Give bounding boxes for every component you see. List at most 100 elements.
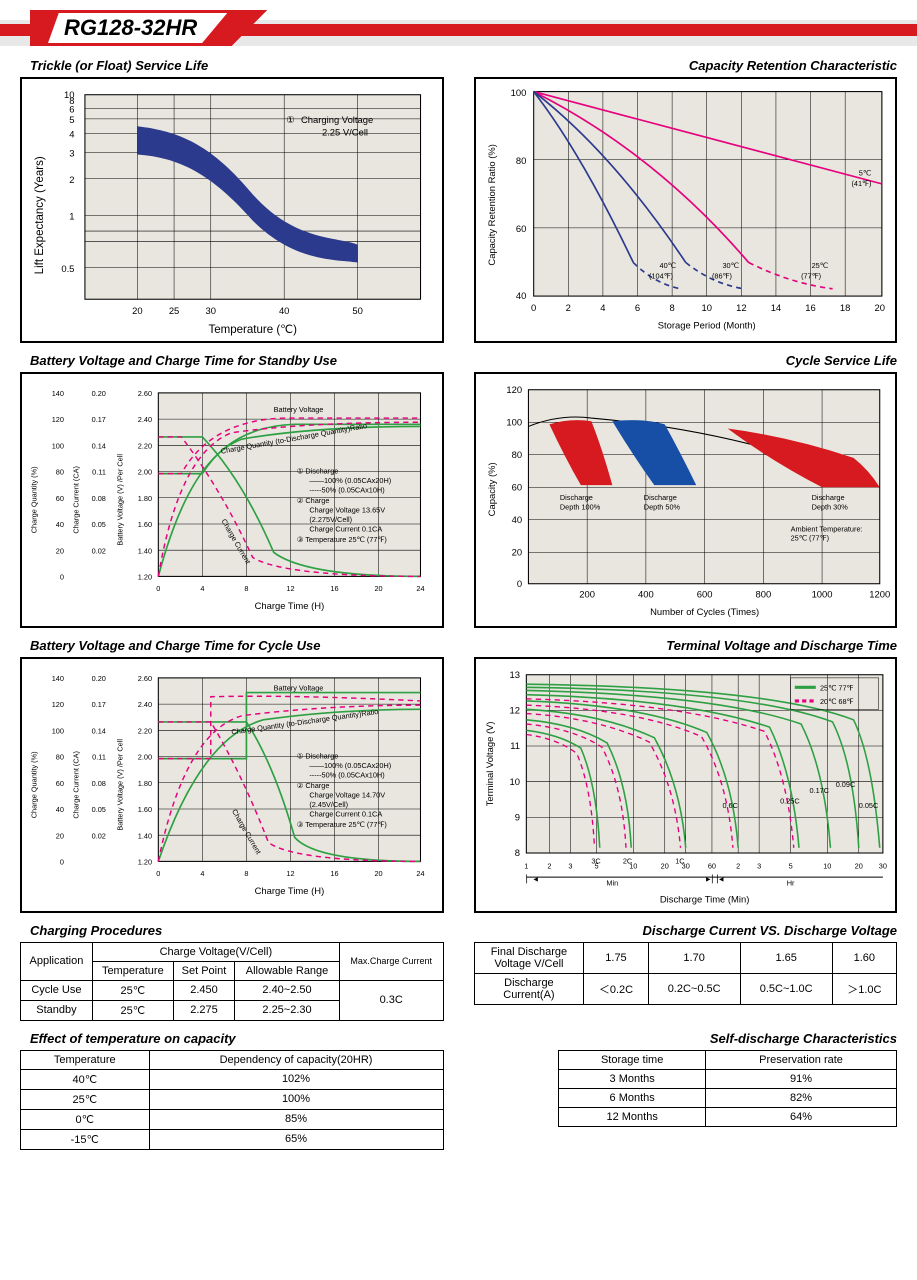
cell: 100% bbox=[149, 1089, 443, 1109]
dvs-title: Discharge Current VS. Discharge Voltage bbox=[474, 923, 898, 938]
th: Storage time bbox=[559, 1050, 706, 1069]
svg-text:Ambient Temperature:: Ambient Temperature: bbox=[790, 524, 862, 533]
lbl-5f: (41℉) bbox=[851, 179, 871, 188]
stb-n2b: (2.275V/Cell) bbox=[309, 515, 352, 524]
ytick: 20 bbox=[511, 547, 521, 558]
cell: -15℃ bbox=[21, 1129, 150, 1149]
ytick: 2 bbox=[69, 174, 74, 185]
ytick: 80 bbox=[515, 155, 525, 166]
xtick: 30 bbox=[878, 862, 886, 871]
lbl-25f: (77℉) bbox=[801, 271, 821, 280]
y1t: 120 bbox=[52, 415, 64, 424]
trickle-note1: Charging Voltage bbox=[301, 114, 373, 125]
xtick: 20 bbox=[874, 302, 884, 313]
svg-text:▏◄: ▏◄ bbox=[710, 874, 724, 883]
cycleuse-chart: Battery Voltage Charge Quantity (to-Disc… bbox=[20, 657, 444, 913]
y3t: 2.00 bbox=[138, 468, 152, 477]
stb-xl: Charge Time (H) bbox=[255, 600, 325, 611]
y3t: 2.40 bbox=[138, 415, 152, 424]
seg-hr: Hr bbox=[786, 878, 794, 887]
xtick: 16 bbox=[330, 584, 338, 593]
trickle-note-id: ① bbox=[286, 114, 294, 125]
cell: 1.65 bbox=[740, 942, 832, 973]
y1t: 140 bbox=[52, 674, 64, 683]
y2t: 0.08 bbox=[92, 779, 106, 788]
ytick: 12 bbox=[509, 704, 519, 715]
cell: 40℃ bbox=[21, 1069, 150, 1089]
y1t: 120 bbox=[52, 700, 64, 709]
trickle-title: Trickle (or Float) Service Life bbox=[30, 58, 444, 73]
ytick: 120 bbox=[506, 384, 522, 395]
xtick: 30 bbox=[206, 305, 216, 316]
y1t: 40 bbox=[56, 520, 64, 529]
y1t: 0 bbox=[60, 573, 64, 582]
xtick: 4 bbox=[200, 869, 204, 878]
terminal-title: Terminal Voltage and Discharge Time bbox=[474, 638, 898, 653]
cu-y1l: Charge Quantity (%) bbox=[30, 751, 39, 818]
lbl-40c: 40℃ bbox=[659, 261, 675, 270]
y1t: 20 bbox=[56, 831, 64, 840]
xtick: 20 bbox=[660, 862, 668, 871]
y1t: 20 bbox=[56, 547, 64, 556]
cell: 0.5C~1.0C bbox=[740, 973, 832, 1004]
rate: 0.17C bbox=[809, 786, 829, 795]
xtick: 14 bbox=[770, 302, 780, 313]
xtick: 20 bbox=[132, 305, 142, 316]
th-fd: Final Discharge Voltage V/Cell bbox=[474, 942, 584, 973]
xtick: 60 bbox=[707, 862, 715, 871]
xtick: 24 bbox=[416, 584, 424, 593]
cu-n1a: ——100% (0.05CAx20H) bbox=[309, 761, 391, 770]
cu-y3l: Battery Voltage (V) /Per Cell bbox=[116, 739, 125, 831]
cell: 64% bbox=[706, 1107, 897, 1126]
rate: 0.25C bbox=[780, 797, 800, 806]
trickle-xlabel: Temperature (℃) bbox=[208, 324, 297, 336]
trickle-chart: ① Charging Voltage 2.25 V/Cell 0.5 1 2 3… bbox=[20, 77, 444, 343]
ytick: 10 bbox=[64, 89, 74, 100]
y3t: 2.60 bbox=[138, 389, 152, 398]
charging-title: Charging Procedures bbox=[30, 923, 444, 938]
y3t: 2.40 bbox=[138, 700, 152, 709]
svg-text:Depth 50%: Depth 50% bbox=[643, 502, 680, 511]
th: Preservation rate bbox=[706, 1050, 897, 1069]
cell: 3 Months bbox=[559, 1069, 706, 1088]
y2t: 0.11 bbox=[92, 468, 106, 477]
th-set: Set Point bbox=[173, 961, 234, 980]
retention-title: Capacity Retention Characteristic bbox=[474, 58, 898, 73]
y3t: 2.60 bbox=[138, 674, 152, 683]
cell: 2.450 bbox=[173, 980, 234, 1000]
y1t: 80 bbox=[56, 468, 64, 477]
cell: 25℃ bbox=[21, 1089, 150, 1109]
lbl-30f: (86℉) bbox=[711, 271, 731, 280]
svg-text:Depth 30%: Depth 30% bbox=[811, 502, 848, 511]
cu-n2a: Charge Voltage 14.70V bbox=[309, 790, 385, 799]
lbl-5c: 5℃ bbox=[858, 168, 870, 177]
retention-xlabel: Storage Period (Month) bbox=[657, 320, 755, 331]
xtick: 16 bbox=[330, 869, 338, 878]
y3t: 1.40 bbox=[138, 831, 152, 840]
y2t: 0.17 bbox=[92, 700, 106, 709]
cell: 85% bbox=[149, 1109, 443, 1129]
cyclelife-chart: DischargeDepth 100% DischargeDepth 50% D… bbox=[474, 372, 898, 628]
y1t: 60 bbox=[56, 494, 64, 503]
tcap-title: Effect of temperature on capacity bbox=[30, 1031, 444, 1046]
retention-ylabel: Capacity Retention Ratio (%) bbox=[485, 144, 496, 266]
th-dc: Discharge Current(A) bbox=[474, 973, 584, 1004]
ytick: 5 bbox=[69, 114, 74, 125]
cell: 102% bbox=[149, 1069, 443, 1089]
cu-y2l: Charge Current (CA) bbox=[72, 751, 81, 819]
ytick: 8 bbox=[514, 847, 519, 858]
stb-n1: ① Discharge bbox=[297, 467, 339, 476]
xtick: 10 bbox=[701, 302, 711, 313]
cell: 91% bbox=[706, 1069, 897, 1088]
svg-text:Depth 100%: Depth 100% bbox=[559, 502, 600, 511]
xtick: 16 bbox=[805, 302, 815, 313]
tv-leg1: 25℃ 77℉ bbox=[819, 683, 853, 692]
standby-chart: Battery Voltage Charge Quantity (to-Disc… bbox=[20, 372, 444, 628]
y3t: 1.40 bbox=[138, 547, 152, 556]
rate: 0.09C bbox=[835, 780, 855, 789]
ytick: 0 bbox=[516, 578, 521, 589]
cu-n2c: Charge Current 0.1CA bbox=[309, 809, 382, 818]
stb-n2a: Charge Voltage 13.65V bbox=[309, 506, 385, 515]
y1t: 100 bbox=[52, 726, 64, 735]
y2t: 0.17 bbox=[92, 415, 106, 424]
